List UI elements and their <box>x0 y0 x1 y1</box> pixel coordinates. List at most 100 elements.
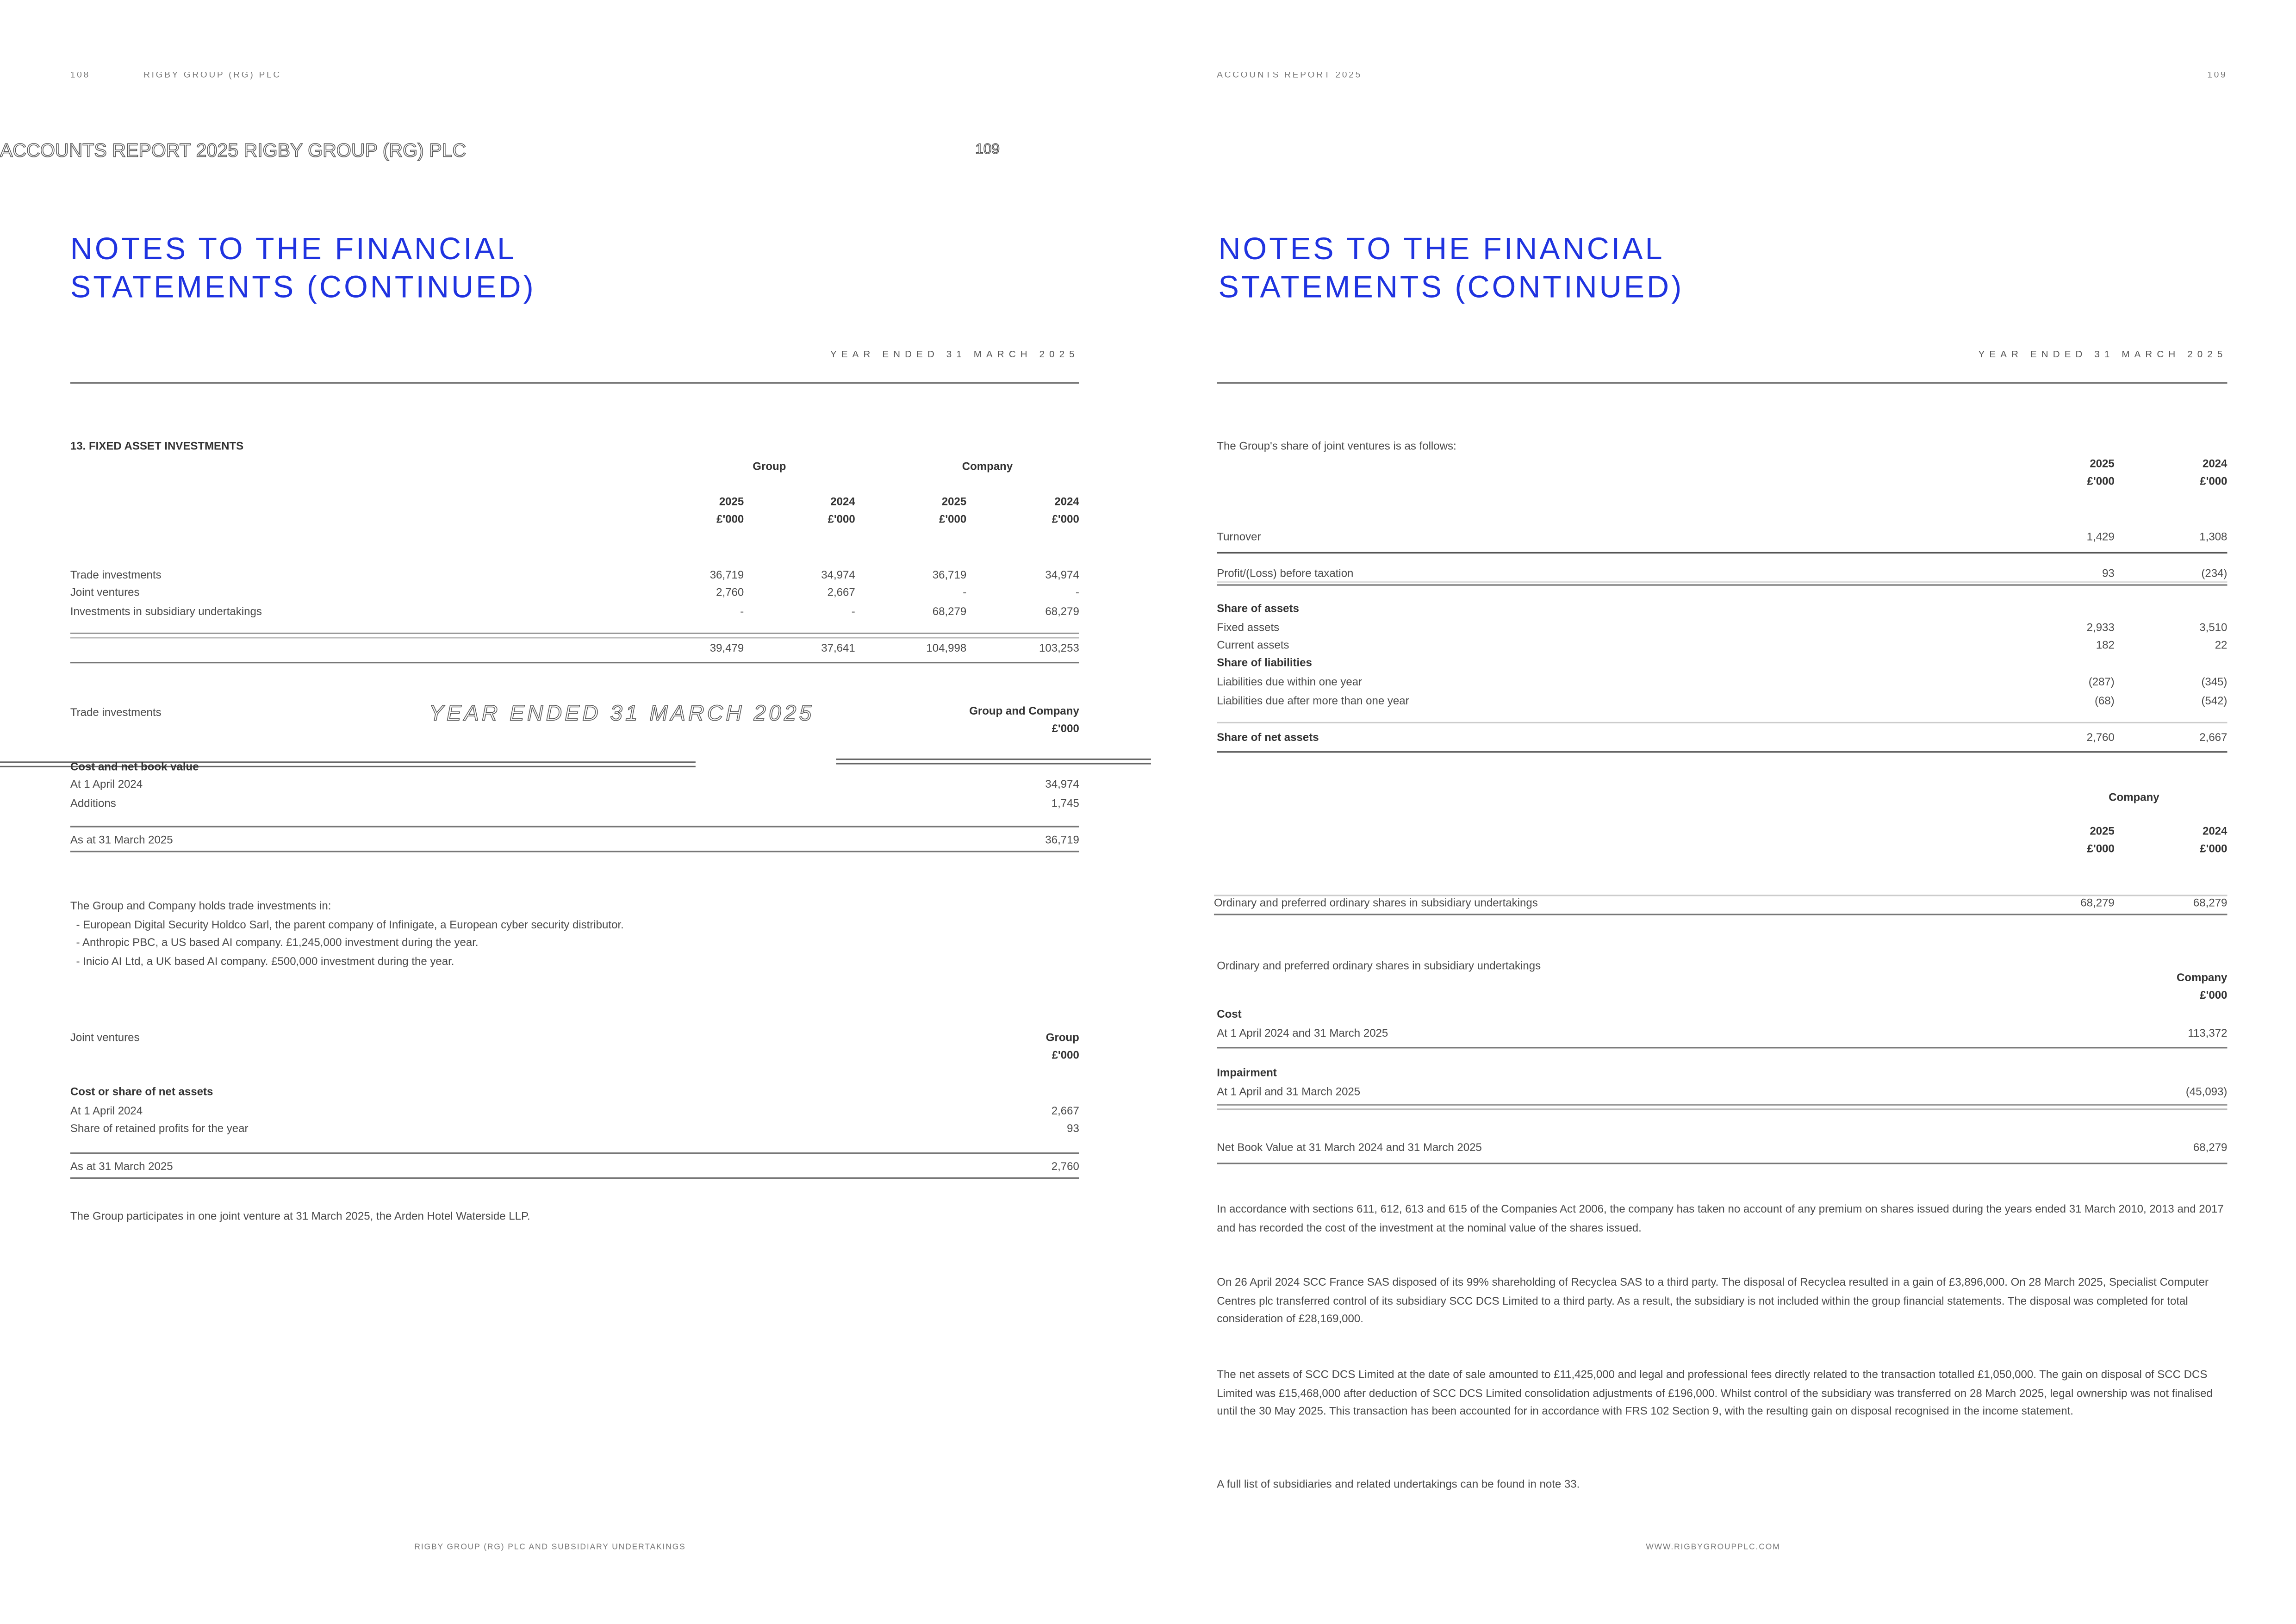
section-subheading: Cost <box>1217 1007 1242 1021</box>
overlay-line <box>0 765 696 767</box>
footer: WWW.RIGBYGROUPPLC.COM <box>1646 1543 1780 1552</box>
overlay-line <box>0 761 696 763</box>
col-unit: £'000 <box>1052 512 1079 526</box>
row-value: 34,974 <box>1045 568 1079 582</box>
overlay-page-number: 109 <box>975 142 1000 158</box>
section-heading: 13. FIXED ASSET INVESTMENTS <box>70 439 244 453</box>
row-value: - <box>963 585 967 599</box>
row-value: 68,279 <box>2193 1140 2228 1154</box>
divider <box>1217 581 2228 583</box>
row-value: 182 <box>2096 638 2115 652</box>
row-value: 1,429 <box>2086 530 2115 543</box>
row-value: 22 <box>2215 638 2228 652</box>
total-value: 104,998 <box>926 641 967 655</box>
divider <box>70 632 1079 635</box>
section-subheading: Impairment <box>1217 1066 1277 1079</box>
divider <box>1217 722 2228 724</box>
overlay-line <box>836 758 1151 760</box>
row-value: 34,974 <box>821 568 855 582</box>
row-label: Share of net assets <box>1217 730 1319 744</box>
divider <box>1217 1108 2228 1110</box>
total-value: 36,719 <box>1045 833 1079 846</box>
divider <box>70 662 1079 664</box>
col-year: 2025 <box>941 495 967 508</box>
divider <box>1217 382 2228 385</box>
overlay-header-text: ACCOUNTS REPORT 2025 RIGBY GROUP (RG) PL… <box>0 139 467 162</box>
row-value: 3,510 <box>2199 621 2228 635</box>
row-label: At 1 April 2024 <box>70 778 143 791</box>
row-value: - <box>1075 585 1079 599</box>
col-unit: £'000 <box>828 512 855 526</box>
paragraph: The Group and Company holds trade invest… <box>70 899 331 913</box>
col-year: 2025 <box>2090 457 2115 470</box>
row-value: 1,745 <box>1051 796 1079 810</box>
divider <box>1217 1163 2228 1165</box>
row-label: At 1 April 2024 and 31 March 2025 <box>1217 1026 1388 1040</box>
row-value: 2,667 <box>2199 730 2228 744</box>
list-item: - Inicio AI Ltd, a UK based AI company. … <box>76 954 454 968</box>
row-label: Investments in subsidiary undertakings <box>70 604 262 618</box>
row-value: 2,667 <box>1051 1104 1079 1118</box>
running-header: RIGBY GROUP (RG) PLC <box>143 72 281 81</box>
row-value: (45,093) <box>2185 1085 2228 1098</box>
page-title: NOTES TO THE FINANCIAL STATEMENTS (CONTI… <box>1218 233 1684 305</box>
paragraph: The Group participates in one joint vent… <box>70 1209 530 1223</box>
footer: RIGBY GROUP (RG) PLC AND SUBSIDIARY UNDE… <box>414 1543 686 1552</box>
divider <box>70 382 1079 385</box>
page-number: 108 <box>70 72 90 81</box>
divider <box>70 826 1079 828</box>
year-ended: YEAR ENDED 31 MARCH 2025 <box>1978 350 2228 361</box>
paragraph: In accordance with sections 611, 612, 61… <box>1217 1202 2224 1234</box>
row-value: 2,933 <box>2086 621 2115 635</box>
section-subheading: Cost or share of net assets <box>70 1085 213 1098</box>
total-label: As at 31 March 2025 <box>70 1159 173 1173</box>
list-item-text: Anthropic PBC, a US based AI company. £1… <box>82 935 479 949</box>
divider <box>70 1177 1079 1180</box>
divider <box>70 1152 1079 1155</box>
divider <box>1213 914 2228 916</box>
row-label: Ordinary and preferred ordinary shares i… <box>1213 896 1538 909</box>
col-year: 2025 <box>719 495 744 508</box>
section-subheading: Share of assets <box>1217 602 1299 615</box>
row-value: 36,719 <box>932 568 967 582</box>
col-unit: £'000 <box>2087 842 2115 855</box>
row-value: (542) <box>2201 694 2228 708</box>
company-header: Company <box>962 460 1013 473</box>
section-subheading: Cost and net book value <box>70 760 199 773</box>
list-item: - European Digital Security Holdco Sarl,… <box>76 918 624 932</box>
col-year: 2024 <box>830 495 855 508</box>
row-value: 68,279 <box>2080 896 2115 909</box>
column-header: Group and Company <box>969 704 1079 718</box>
divider <box>1217 1047 2228 1049</box>
col-unit: £'000 <box>2087 474 2115 488</box>
list-item-text: Inicio AI Ltd, a UK based AI company. £5… <box>83 954 454 968</box>
row-label: Trade investments <box>70 568 162 582</box>
total-label: As at 31 March 2025 <box>70 833 173 846</box>
row-value: 113,372 <box>2188 1026 2228 1040</box>
row-value: 68,279 <box>2193 896 2228 909</box>
col-year: 2024 <box>2202 824 2228 838</box>
row-value: 36,719 <box>709 568 744 582</box>
row-label: Share of retained profits for the year <box>70 1121 249 1135</box>
list-item: - Anthropic PBC, a US based AI company. … <box>76 935 479 949</box>
total-value: 2,760 <box>1051 1159 1079 1173</box>
column-header: Group <box>1045 1031 1079 1044</box>
col-year: 2024 <box>1054 495 1079 508</box>
row-value: (345) <box>2201 675 2228 689</box>
row-label: At 1 April and 31 March 2025 <box>1217 1085 1361 1098</box>
row-value: 68,279 <box>1045 604 1079 618</box>
section-label: Ordinary and preferred ordinary shares i… <box>1217 959 1541 972</box>
divider <box>1217 751 2228 753</box>
joint-ventures-label: Joint ventures <box>70 1031 140 1044</box>
trade-investments-label: Trade investments <box>70 706 162 719</box>
row-value: - <box>740 604 744 618</box>
row-label: Profit/(Loss) before taxation <box>1217 566 1354 580</box>
divider <box>70 637 1079 639</box>
paragraph: The Group's share of joint ventures is a… <box>1217 439 1456 453</box>
divider <box>1217 1104 2228 1107</box>
list-item-text: European Digital Security Holdco Sarl, t… <box>83 918 624 932</box>
divider <box>1217 552 2228 554</box>
column-unit: £'000 <box>1052 1048 1079 1062</box>
total-value: 37,641 <box>821 641 855 655</box>
